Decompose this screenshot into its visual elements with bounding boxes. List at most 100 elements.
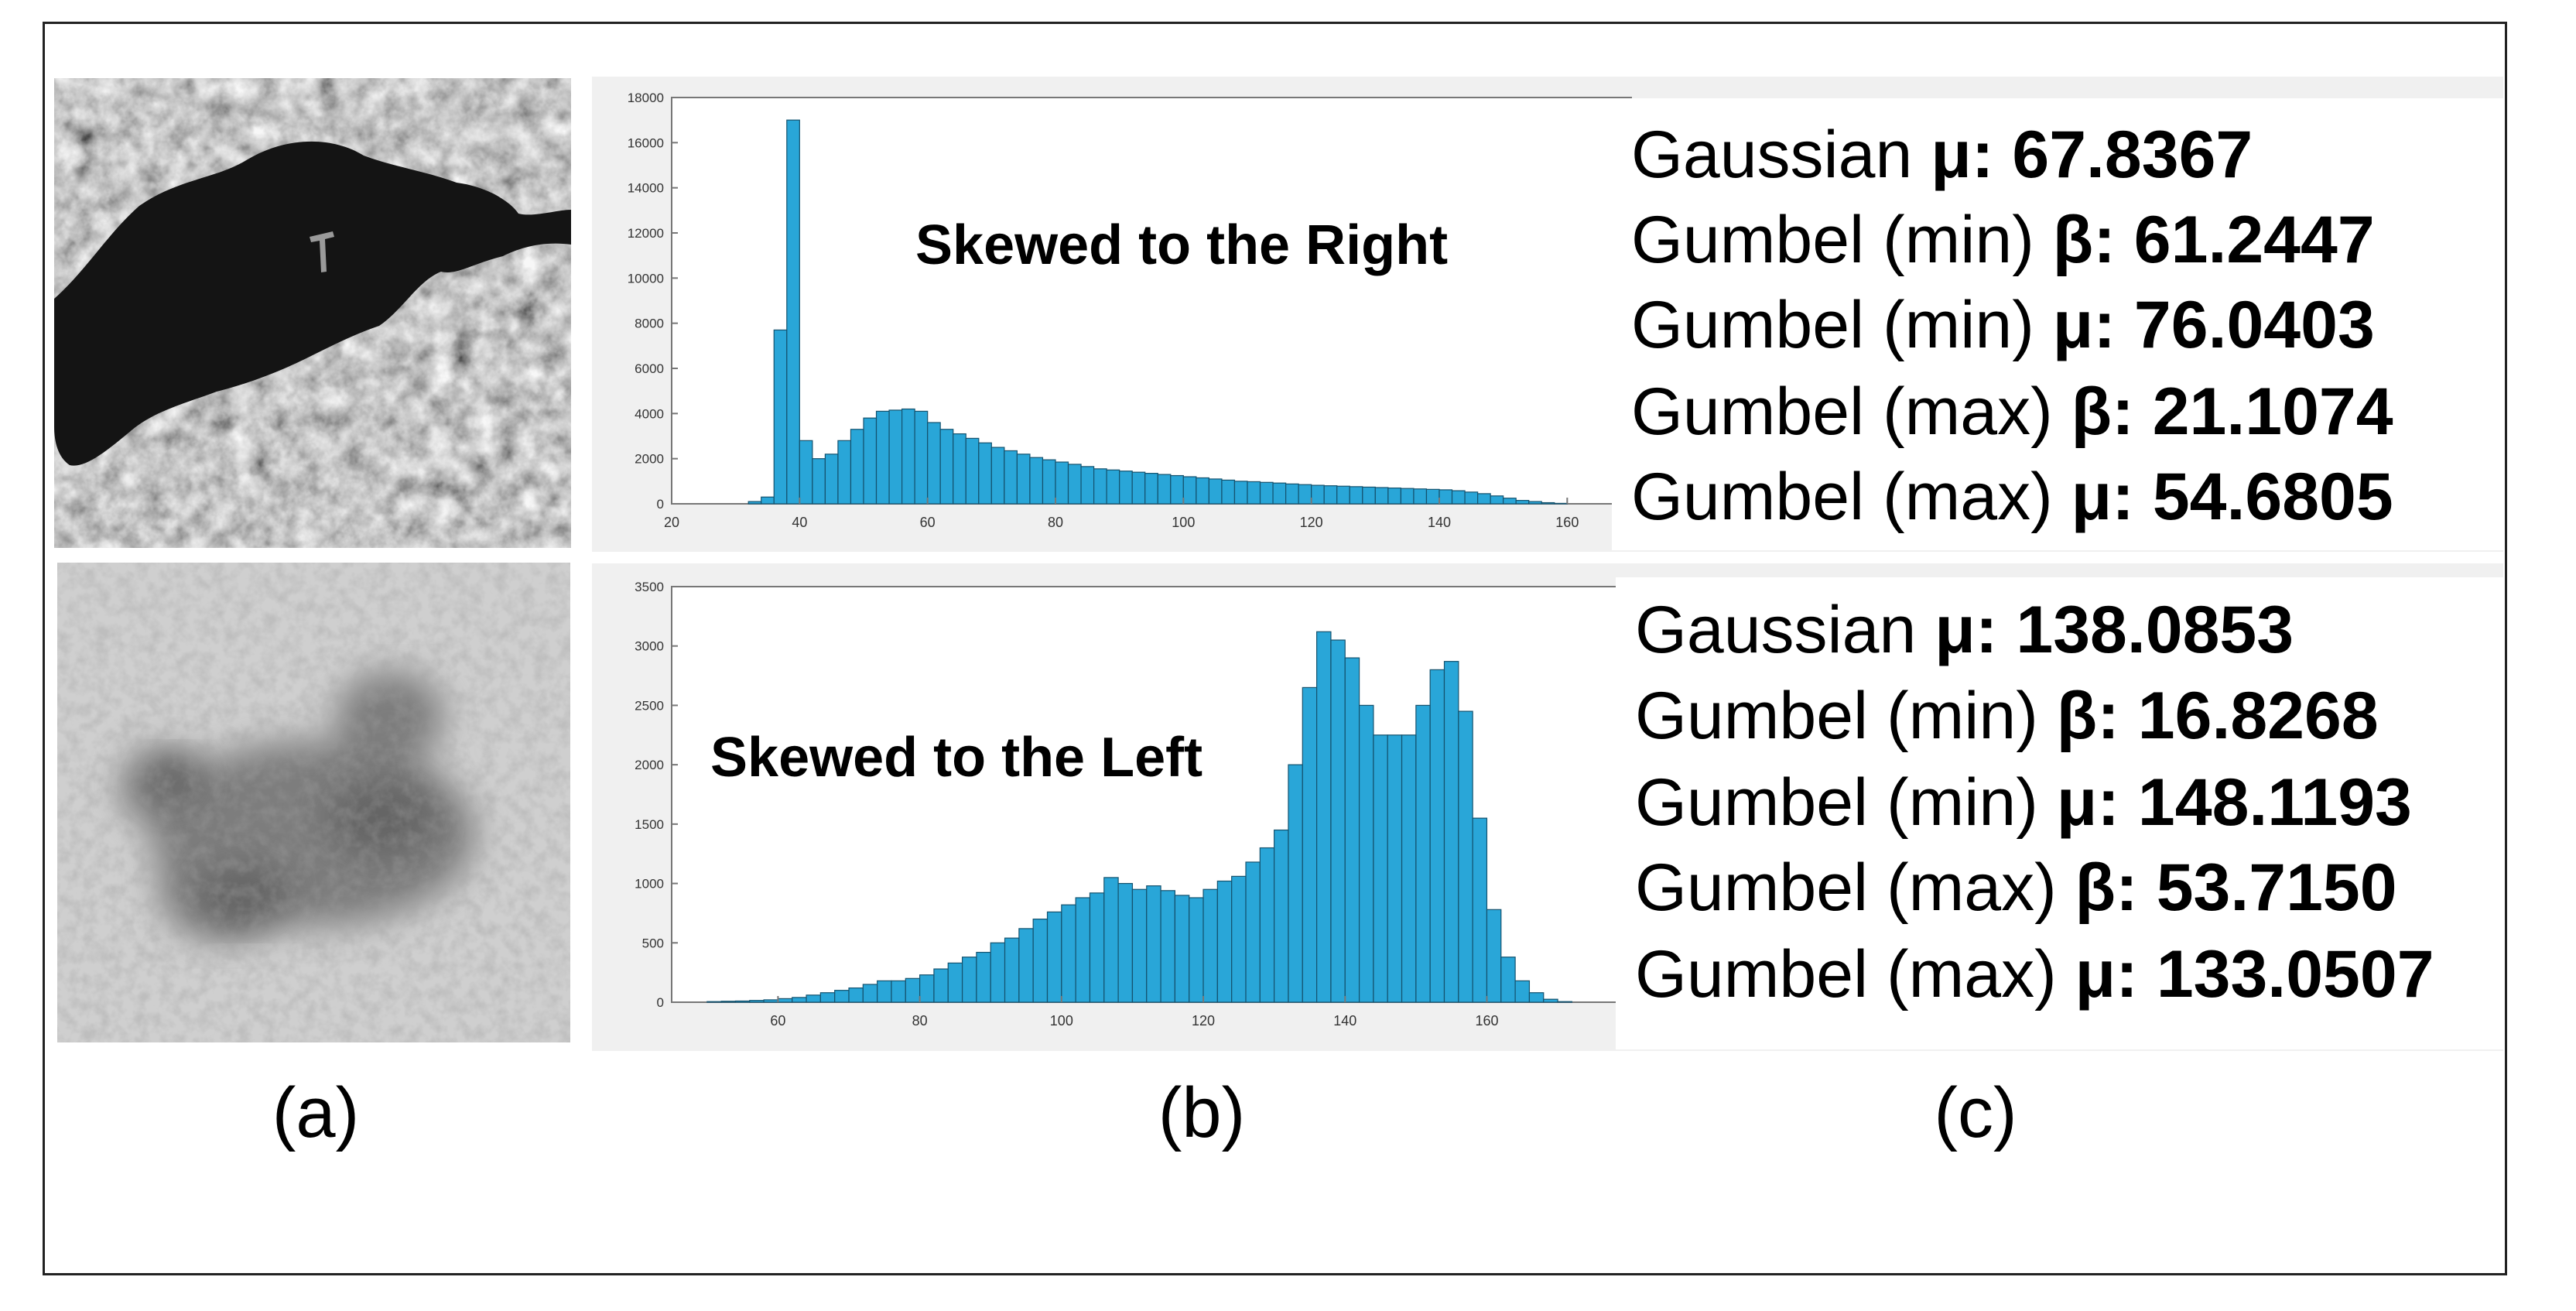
histogram-bar: [1443, 661, 1459, 1003]
histogram-bar: [763, 999, 779, 1003]
histogram-bar: [834, 990, 850, 1003]
histogram-bar: [875, 410, 890, 505]
histogram-bar: [1042, 459, 1056, 505]
x-tick-label: 120: [1192, 1013, 1215, 1029]
histogram-bar: [1528, 992, 1545, 1003]
histogram-bar: [1323, 485, 1338, 505]
stat-line: Gumbel (min) μ: 148.1193: [1635, 769, 2412, 836]
skew-annotation: Skewed to the Right: [915, 214, 1448, 276]
y-tick-label: 8000: [635, 317, 664, 331]
histogram-bar: [1221, 479, 1236, 505]
histogram-bar: [1144, 473, 1158, 505]
histogram-bar: [1400, 488, 1415, 505]
stat-line: Gaussian μ: 67.8367: [1631, 122, 2253, 188]
histogram-bar: [799, 440, 813, 505]
histogram-bar: [1298, 484, 1312, 505]
histogram-bar: [1160, 890, 1176, 1003]
histogram-bar: [1182, 476, 1197, 505]
histogram-bar: [1439, 489, 1453, 505]
stat-value: μ: 76.0403: [2052, 288, 2375, 362]
histogram-bar: [749, 1000, 765, 1003]
x-tick-label: 60: [920, 515, 936, 530]
histogram-bar: [1093, 468, 1107, 505]
stat-name: Gumbel (min): [1631, 203, 2034, 277]
y-tick-label: 6000: [635, 361, 664, 376]
y-tick-label: 4000: [635, 406, 664, 421]
stat-value: β: 21.1074: [2071, 375, 2393, 449]
histogram-svg: 20 40 60 80 100 120 140 160 0 2000 4000 6000 8000 100…: [628, 91, 1632, 530]
caption-b: (b): [1158, 1073, 1246, 1152]
histogram-bar: [990, 942, 1006, 1003]
x-tick-label: 80: [912, 1013, 928, 1029]
stat-value: μ: 54.6805: [2071, 460, 2393, 534]
histogram-bar: [1004, 450, 1018, 505]
stats-panel-bottom: Gaussian μ: 138.0853 Gumbel (min) β: 16.…: [1616, 577, 2503, 1049]
x-tick-label: 140: [1428, 515, 1451, 530]
skin-lesion-image: [57, 563, 570, 1042]
y-tick-label: 18000: [628, 91, 664, 105]
histogram-bar: [1231, 875, 1247, 1003]
histogram-bar: [806, 994, 821, 1003]
histogram-bar: [891, 980, 906, 1003]
stat-line: Gaussian μ: 138.0853: [1635, 597, 2294, 663]
histogram-bar: [1358, 704, 1374, 1003]
histogram-bar: [1458, 710, 1473, 1003]
y-tick-label: 16000: [628, 135, 664, 150]
histogram-bar: [1349, 486, 1363, 505]
histogram-bar: [862, 984, 878, 1003]
histogram-bar: [1344, 657, 1360, 1003]
stats-panel-top: Gaussian μ: 67.8367 Gumbel (min) β: 61.2…: [1612, 98, 2503, 550]
y-tick-label: 2500: [635, 698, 664, 713]
y-tick-label: 12000: [628, 226, 664, 241]
stat-line: Gumbel (min) β: 61.2447: [1631, 207, 2375, 273]
plot-area: [671, 97, 1632, 505]
histogram-bar: [1557, 1001, 1572, 1003]
histogram-bar: [1061, 904, 1076, 1003]
histogram-bar: [1311, 484, 1325, 505]
histogram-bar: [792, 997, 807, 1003]
histogram-bar: [1247, 481, 1261, 505]
histogram-bar: [1032, 919, 1049, 1003]
y-tick-label: 1000: [635, 877, 664, 892]
histogram-bar: [863, 417, 877, 505]
histogram-bar: [1067, 464, 1082, 505]
histogram-bar: [1117, 882, 1134, 1003]
histogram-bar: [939, 429, 954, 505]
histogram-bar: [1046, 911, 1062, 1003]
x-tick-label: 160: [1555, 515, 1579, 530]
histogram-bar: [1029, 457, 1044, 505]
stat-name: Gumbel (max): [1635, 937, 2057, 1011]
y-tick-label: 14000: [628, 181, 664, 196]
stat-line: Gumbel (min) β: 16.8268: [1635, 683, 2379, 749]
y-tick-label: 0: [657, 497, 664, 512]
histogram-bar: [877, 980, 892, 1003]
bars: [706, 631, 1572, 1003]
stat-value: β: 61.2447: [2052, 203, 2375, 277]
histogram-bar: [837, 440, 852, 505]
histogram-bar: [747, 501, 762, 505]
histogram-bar: [824, 454, 839, 505]
stat-name: Gaussian: [1631, 118, 1913, 192]
stat-name: Gaussian: [1635, 593, 1917, 667]
histogram-bar: [1196, 477, 1209, 505]
stat-value: μ: 67.8367: [1931, 118, 2253, 192]
histogram-bar: [777, 998, 793, 1003]
stat-name: Gumbel (min): [1635, 765, 2038, 840]
histogram-bar: [914, 410, 929, 505]
histogram-bar: [1554, 502, 1568, 505]
satellite-image: [54, 78, 571, 548]
histogram-bar: [761, 496, 775, 505]
histogram-bar: [1285, 483, 1299, 505]
stat-name: Gumbel (max): [1631, 460, 2053, 534]
stat-name: Gumbel (max): [1635, 851, 2057, 925]
histogram-bar: [1472, 817, 1488, 1003]
histogram-bar: [848, 987, 864, 1003]
histogram-bar: [1336, 485, 1350, 505]
stat-name: Gumbel (min): [1635, 679, 2038, 753]
histogram-bar: [947, 962, 963, 1003]
x-tick-label: 100: [1050, 1013, 1073, 1029]
skew-annotation: Skewed to the Left: [710, 727, 1202, 789]
histogram-bar: [1451, 490, 1466, 505]
stat-value: β: 53.7150: [2075, 851, 2397, 925]
histogram-bar: [850, 429, 864, 505]
